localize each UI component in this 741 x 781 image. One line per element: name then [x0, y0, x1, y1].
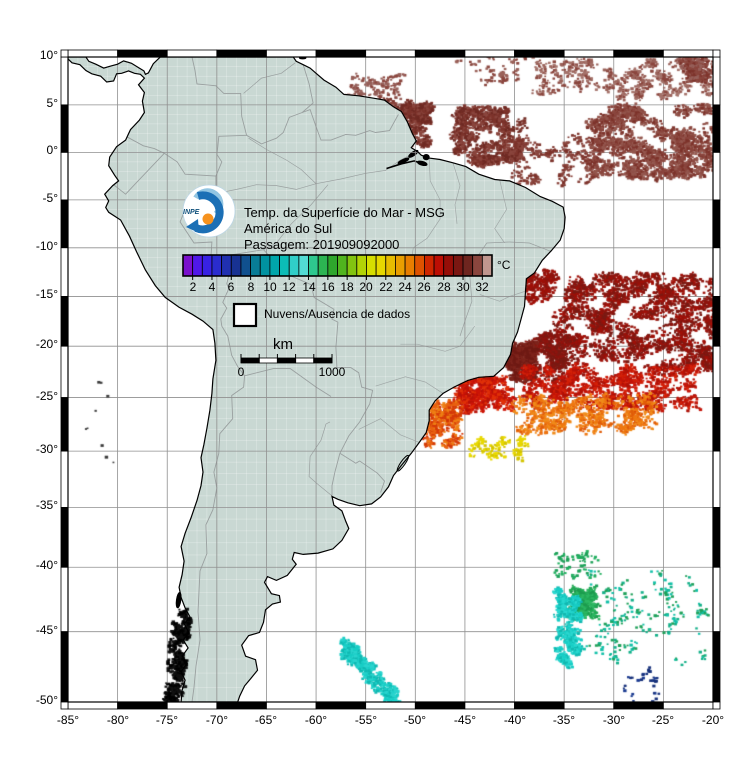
clouds-legend-label: Nuvens/Ausencia de dados: [264, 307, 411, 321]
logo-orange-dot: [202, 213, 214, 225]
x-axis-tick-label: -55°: [354, 713, 378, 727]
x-axis-tick-label: -20°: [701, 713, 725, 727]
colorbar-tick-label: 32: [475, 280, 489, 294]
y-axis-tick-label: -15°: [35, 287, 58, 301]
scalebar-right-label: 1000: [318, 365, 346, 379]
y-axis-tick-label: -25°: [35, 389, 58, 403]
map-frame-band: [60, 49, 721, 710]
y-axis-tick-label: -10°: [35, 239, 58, 253]
colorbar-tick-label: 4: [208, 280, 216, 294]
colorbar-tick-label: 28: [437, 280, 451, 294]
colorbar-tick-label: 12: [282, 280, 296, 294]
colorbar-tick-label: 18: [340, 280, 354, 294]
scalebar: [240, 354, 333, 364]
logo-arrowhead: [186, 219, 199, 233]
colorbar-tick-label: 24: [398, 280, 412, 294]
colorbar: [182, 254, 493, 280]
colorbar-tick-label: 22: [379, 280, 393, 294]
scalebar-title: km: [273, 336, 293, 353]
y-axis-tick-label: -45°: [35, 623, 58, 637]
x-axis-tick-label: -75°: [155, 713, 179, 727]
coastline: [68, 57, 566, 702]
x-axis-tick-label: -45°: [453, 713, 477, 727]
colorbar-tick-label: 10: [263, 280, 277, 294]
x-axis-tick-label: -30°: [602, 713, 626, 727]
logo-arrow-arc: [194, 191, 224, 234]
y-axis-tick-label: -35°: [35, 498, 58, 512]
colorbar-tick-label: 2: [189, 280, 197, 294]
map-title: Temp. da Superfície do Mar - MSG: [244, 205, 445, 220]
frame-corner: [712, 701, 721, 710]
logo-text: INPE: [183, 209, 200, 216]
map-subtitle-region: América do Sul: [244, 221, 333, 236]
x-axis-tick-label: -40°: [503, 713, 527, 727]
colorbar-tick-label: 8: [247, 280, 255, 294]
y-axis-tick-label: -30°: [35, 442, 58, 456]
y-axis-tick-label: 0°: [46, 143, 58, 157]
y-axis-tick-label: -5°: [42, 191, 58, 205]
colorbar-tick-label: 16: [321, 280, 335, 294]
map-pass-timestamp: Passagem: 201909092000: [244, 237, 400, 252]
colorbar-unit-label: °C: [497, 258, 511, 272]
y-axis-tick-label: -40°: [35, 558, 58, 572]
y-axis-tick-label: -50°: [35, 693, 58, 707]
x-axis-tick-label: -70°: [205, 713, 229, 727]
frame-corner: [60, 49, 69, 58]
inpe-logo: INPE: [182, 184, 236, 238]
x-axis-tick-label: -60°: [304, 713, 328, 727]
scalebar-left-label: 0: [237, 365, 245, 379]
x-axis-tick-label: -50°: [403, 713, 427, 727]
y-axis-tick-label: 5°: [46, 96, 58, 110]
clouds-legend-box: [232, 302, 258, 328]
plot-border: [67, 56, 714, 703]
colorbar-tick-label: 26: [417, 280, 431, 294]
colorbar-tick-label: 30: [456, 280, 470, 294]
x-axis-tick-label: -25°: [651, 713, 675, 727]
y-axis-tick-label: 10°: [39, 48, 58, 62]
x-axis-tick-label: -80°: [106, 713, 130, 727]
colorbar-tick-label: 6: [227, 280, 235, 294]
frame-corner: [712, 49, 721, 58]
colorbar-tick-label: 20: [359, 280, 373, 294]
y-axis-tick-label: -20°: [35, 337, 58, 351]
frame-corner: [60, 701, 69, 710]
x-axis-tick-label: -35°: [552, 713, 576, 727]
x-axis-tick-label: -85°: [56, 713, 80, 727]
x-axis-tick-label: -65°: [254, 713, 278, 727]
colorbar-tick-label: 14: [302, 280, 316, 294]
